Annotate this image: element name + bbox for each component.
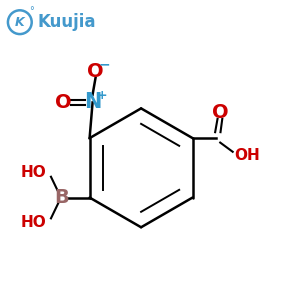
Text: °: ° (29, 6, 34, 16)
Text: +: + (97, 88, 107, 101)
Text: HO: HO (21, 215, 46, 230)
Text: O: O (87, 62, 104, 81)
Text: −: − (99, 58, 110, 72)
Text: HO: HO (21, 165, 46, 180)
Text: K: K (15, 16, 25, 29)
Text: O: O (55, 93, 71, 112)
Text: O: O (212, 103, 229, 122)
Text: OH: OH (234, 148, 260, 163)
Text: Kuujia: Kuujia (37, 13, 96, 31)
Text: B: B (54, 188, 69, 207)
Text: N: N (84, 92, 101, 112)
